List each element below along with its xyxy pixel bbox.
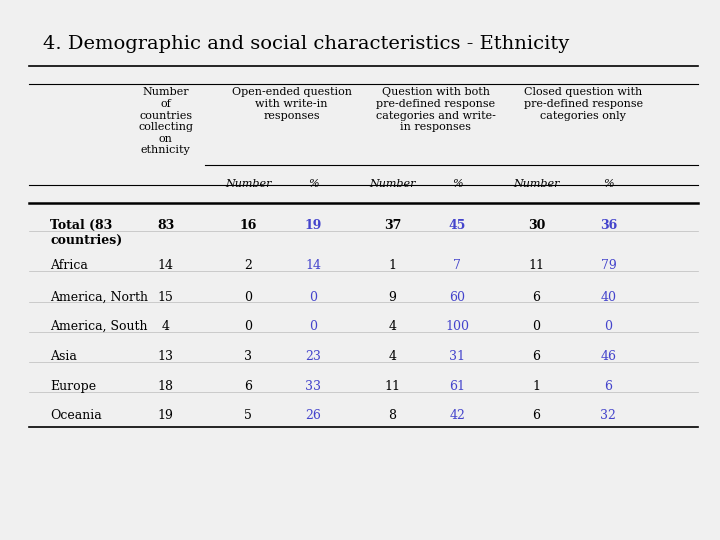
Text: 9: 9 xyxy=(389,291,396,303)
Text: 11: 11 xyxy=(528,259,544,272)
Text: 19: 19 xyxy=(158,409,174,422)
Text: 26: 26 xyxy=(305,409,321,422)
Text: Open-ended question
with write-in
responses: Open-ended question with write-in respon… xyxy=(232,87,351,120)
Text: 61: 61 xyxy=(449,380,465,393)
Text: 16: 16 xyxy=(240,219,257,232)
Text: Number: Number xyxy=(225,179,271,190)
Text: 1: 1 xyxy=(532,380,541,393)
Text: 0: 0 xyxy=(309,320,318,333)
Text: 0: 0 xyxy=(309,291,318,303)
Text: 4. Demographic and social characteristics - Ethnicity: 4. Demographic and social characteristic… xyxy=(43,35,570,53)
Text: 60: 60 xyxy=(449,291,465,303)
Text: Number: Number xyxy=(369,179,415,190)
Text: Europe: Europe xyxy=(50,380,96,393)
Text: Africa: Africa xyxy=(50,259,89,272)
Text: 31: 31 xyxy=(449,350,465,363)
Text: Question with both
pre-defined response
categories and write-
in responses: Question with both pre-defined response … xyxy=(376,87,495,132)
Text: 4: 4 xyxy=(388,320,397,333)
Text: 19: 19 xyxy=(305,219,322,232)
Text: 6: 6 xyxy=(532,350,541,363)
Text: 79: 79 xyxy=(600,259,616,272)
Text: 0: 0 xyxy=(244,291,253,303)
Text: 83: 83 xyxy=(157,219,174,232)
Text: Oceania: Oceania xyxy=(50,409,102,422)
Text: 23: 23 xyxy=(305,350,321,363)
Text: Asia: Asia xyxy=(50,350,77,363)
Text: 11: 11 xyxy=(384,380,400,393)
Text: Closed question with
pre-defined response
categories only: Closed question with pre-defined respons… xyxy=(523,87,643,120)
Text: 13: 13 xyxy=(158,350,174,363)
Text: 5: 5 xyxy=(245,409,252,422)
Text: 6: 6 xyxy=(604,380,613,393)
Text: 4: 4 xyxy=(161,320,170,333)
Text: America, South: America, South xyxy=(50,320,148,333)
Text: 33: 33 xyxy=(305,380,321,393)
Text: 30: 30 xyxy=(528,219,545,232)
Text: 6: 6 xyxy=(532,409,541,422)
Text: 6: 6 xyxy=(532,291,541,303)
Text: 14: 14 xyxy=(158,259,174,272)
Text: 18: 18 xyxy=(158,380,174,393)
Text: 14: 14 xyxy=(305,259,321,272)
Text: %: % xyxy=(452,179,462,190)
Text: 0: 0 xyxy=(532,320,541,333)
Text: 15: 15 xyxy=(158,291,174,303)
Text: %: % xyxy=(603,179,613,190)
Text: 0: 0 xyxy=(604,320,613,333)
Text: %: % xyxy=(308,179,318,190)
Text: 0: 0 xyxy=(244,320,253,333)
Text: 36: 36 xyxy=(600,219,617,232)
Text: 6: 6 xyxy=(244,380,253,393)
Text: 7: 7 xyxy=(454,259,461,272)
Text: 45: 45 xyxy=(449,219,466,232)
Text: 46: 46 xyxy=(600,350,616,363)
Text: 37: 37 xyxy=(384,219,401,232)
Text: 8: 8 xyxy=(388,409,397,422)
Text: Total (83
countries): Total (83 countries) xyxy=(50,219,122,247)
Text: 40: 40 xyxy=(600,291,616,303)
Text: 3: 3 xyxy=(244,350,253,363)
Text: America, North: America, North xyxy=(50,291,148,303)
Text: 4: 4 xyxy=(388,350,397,363)
Text: 1: 1 xyxy=(388,259,397,272)
Text: Number: Number xyxy=(513,179,559,190)
Text: 42: 42 xyxy=(449,409,465,422)
Text: 2: 2 xyxy=(245,259,252,272)
Text: 32: 32 xyxy=(600,409,616,422)
Text: 100: 100 xyxy=(445,320,469,333)
Text: Number
of
countries
collecting
on
ethnicity: Number of countries collecting on ethnic… xyxy=(138,87,193,156)
